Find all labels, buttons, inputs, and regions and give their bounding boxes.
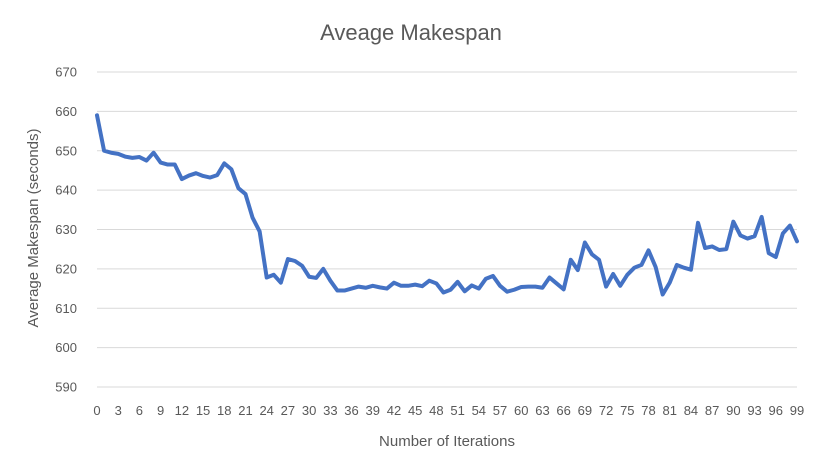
- x-tick-label: 45: [408, 403, 422, 418]
- x-tick-label: 90: [726, 403, 740, 418]
- x-tick-label: 99: [790, 403, 804, 418]
- x-tick-label: 81: [662, 403, 676, 418]
- series-group: [95, 113, 799, 297]
- y-tick-label: 600: [55, 340, 77, 355]
- x-tick-label: 33: [323, 403, 337, 418]
- x-tick-label: 3: [115, 403, 122, 418]
- x-tick-label: 84: [684, 403, 698, 418]
- x-tick-label: 57: [493, 403, 507, 418]
- x-axis-title: Number of Iterations: [379, 433, 515, 450]
- y-axis-ticks: 590 600 610 620 630 640 650 660 670: [55, 65, 77, 395]
- x-tick-label: 39: [366, 403, 380, 418]
- x-tick-label: 96: [769, 403, 783, 418]
- x-tick-label: 66: [556, 403, 570, 418]
- x-tick-label: 15: [196, 403, 210, 418]
- x-tick-label: 42: [387, 403, 401, 418]
- x-tick-label: 51: [450, 403, 464, 418]
- x-tick-label: 72: [599, 403, 613, 418]
- x-tick-label: 6: [136, 403, 143, 418]
- x-tick-label: 60: [514, 403, 528, 418]
- y-tick-label: 670: [55, 65, 77, 80]
- x-tick-label: 9: [157, 403, 164, 418]
- y-tick-label: 650: [55, 143, 77, 158]
- gridlines: [97, 71, 797, 388]
- y-tick-label: 630: [55, 222, 77, 237]
- series-line: [95, 113, 799, 297]
- x-tick-label: 36: [344, 403, 358, 418]
- x-tick-label: 48: [429, 403, 443, 418]
- y-tick-label: 640: [55, 183, 77, 198]
- x-tick-label: 18: [217, 403, 231, 418]
- x-axis-ticks: 0 3 6 9 12 15 18 21 24 27 30 33 36 39 42 45 48 51 54 57 60 63…: [93, 403, 804, 418]
- x-tick-label: 78: [641, 403, 655, 418]
- x-tick-label: 21: [238, 403, 252, 418]
- y-tick-label: 620: [55, 261, 77, 276]
- y-axis-title: Average Makespan (seconds): [25, 128, 42, 327]
- x-tick-label: 75: [620, 403, 634, 418]
- x-tick-label: 24: [259, 403, 273, 418]
- y-tick-label: 590: [55, 380, 77, 395]
- x-tick-label: 87: [705, 403, 719, 418]
- x-tick-label: 27: [281, 403, 295, 418]
- chart-title: Aveage Makespan: [320, 20, 502, 45]
- y-tick-label: 660: [55, 104, 77, 119]
- x-tick-label: 30: [302, 403, 316, 418]
- y-tick-label: 610: [55, 301, 77, 316]
- x-tick-label: 0: [93, 403, 100, 418]
- x-tick-label: 12: [175, 403, 189, 418]
- x-tick-label: 63: [535, 403, 549, 418]
- x-tick-label: 69: [578, 403, 592, 418]
- x-tick-label: 54: [472, 403, 486, 418]
- x-tick-label: 93: [747, 403, 761, 418]
